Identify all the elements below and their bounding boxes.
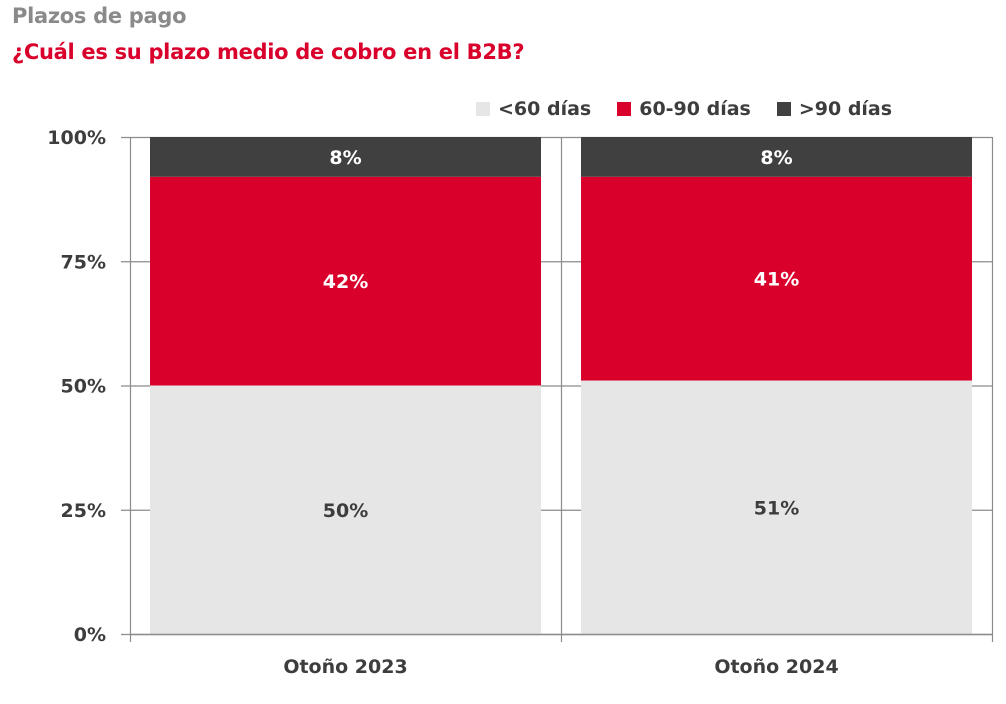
- chart-supertitle: Plazos de pago: [12, 4, 187, 28]
- legend-item-gt90: >90 días: [776, 98, 893, 120]
- y-tick-label-50: 50%: [61, 376, 106, 398]
- legend-label-lt60: <60 días: [498, 98, 592, 120]
- bar-segment-1-0: [150, 176, 541, 386]
- legend-item-lt60: <60 días: [476, 98, 591, 120]
- legend-swatch-60-90: [617, 102, 632, 116]
- y-tick-label-75: 75%: [61, 251, 106, 273]
- data-label-0-1: 51%: [754, 497, 799, 519]
- legend-item-60-90: 60-90 días: [617, 98, 751, 120]
- y-tick-label-0: 0%: [74, 624, 106, 646]
- data-label-1-1: 41%: [754, 269, 799, 291]
- data-labels: 50% 42% 8% 51% 41% 8%: [323, 147, 799, 522]
- x-tick-label-1: Otoño 2024: [714, 656, 838, 678]
- bar-segment-0-1: [581, 380, 972, 634]
- legend-label-60-90: 60-90 días: [639, 98, 751, 120]
- legend-swatch-gt90: [776, 102, 791, 116]
- chart-title: ¿Cuál es su plazo medio de cobro en el B…: [12, 40, 525, 64]
- y-tick-label-25: 25%: [61, 500, 106, 522]
- x-tick-label-0: Otoño 2023: [283, 656, 407, 678]
- bar-segment-2-1: [581, 137, 972, 177]
- y-tick-label-100: 100%: [47, 127, 106, 149]
- bar-segment-2-0: [150, 137, 541, 177]
- axes: [129, 137, 994, 642]
- bar-segment-0-0: [150, 385, 541, 634]
- legend-swatch-lt60: [476, 102, 490, 116]
- bar-segment-1-1: [581, 176, 972, 381]
- x-axis-labels: Otoño 2023 Otoño 2024: [283, 656, 838, 678]
- data-label-2-0: 8%: [329, 147, 361, 169]
- y-axis-labels: 0% 25% 50% 75% 100%: [47, 127, 106, 646]
- legend: <60 días 60-90 días >90 días: [476, 98, 892, 120]
- data-label-0-0: 50%: [323, 500, 368, 522]
- legend-label-gt90: >90 días: [798, 98, 893, 120]
- data-label-2-1: 8%: [760, 147, 792, 169]
- bars: [150, 137, 972, 634]
- data-label-1-0: 42%: [323, 271, 368, 293]
